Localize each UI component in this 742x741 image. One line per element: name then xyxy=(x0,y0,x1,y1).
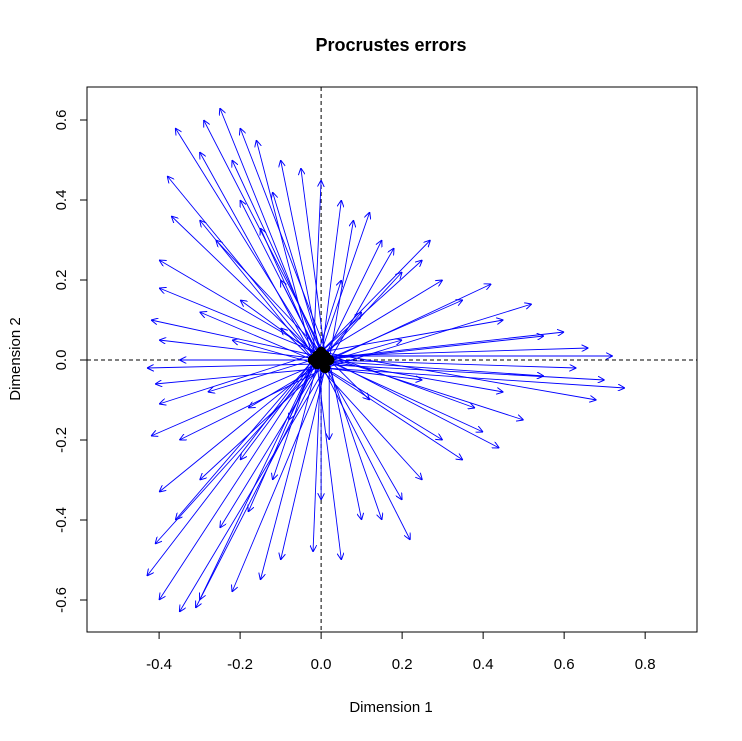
error-arrow xyxy=(316,300,463,365)
error-arrow xyxy=(159,340,330,361)
error-arrow xyxy=(325,304,532,369)
error-arrow xyxy=(316,280,341,357)
y-axis-label: Dimension 2 xyxy=(7,317,24,400)
error-arrow xyxy=(328,220,353,361)
error-arrow xyxy=(313,351,322,552)
x-tick-label: 0.8 xyxy=(635,656,656,673)
target-point xyxy=(312,359,323,369)
error-arrow xyxy=(196,355,326,608)
error-arrow xyxy=(316,212,370,365)
error-arrow xyxy=(232,160,322,353)
error-arrow xyxy=(256,140,314,361)
error-arrow xyxy=(240,300,318,357)
x-tick-label: 0.0 xyxy=(311,656,332,673)
error-arrow xyxy=(260,228,318,357)
error-arrow xyxy=(159,351,322,404)
error-arrow xyxy=(159,288,326,357)
error-arrow xyxy=(312,359,422,480)
error-arrow xyxy=(324,248,394,369)
error-arrow xyxy=(329,359,576,368)
error-arrow xyxy=(320,260,422,353)
error-arrow xyxy=(151,363,318,436)
error-arrow xyxy=(147,363,318,368)
error-arrow xyxy=(208,355,326,392)
error-arrow xyxy=(260,363,318,580)
x-tick-label: 0.2 xyxy=(392,656,413,673)
error-arrow xyxy=(175,128,318,357)
error-arrow xyxy=(321,351,596,400)
error-arrow xyxy=(155,359,322,544)
error-arrow xyxy=(281,367,326,560)
error-arrow xyxy=(301,168,326,357)
error-arrow xyxy=(220,355,326,528)
error-arrow xyxy=(175,359,314,520)
error-arrow xyxy=(171,216,318,357)
error-arrow xyxy=(273,359,314,480)
error-arrow xyxy=(325,355,523,420)
error-arrow xyxy=(200,152,318,365)
error-arrow xyxy=(324,367,442,440)
error-arrow xyxy=(321,359,503,392)
error-arrow xyxy=(316,280,443,357)
plot-area xyxy=(87,87,697,632)
x-axis-label: Dimension 1 xyxy=(349,699,432,716)
x-tick-label: -0.2 xyxy=(227,656,253,673)
error-arrow xyxy=(281,328,314,361)
target-point xyxy=(312,351,323,361)
error-arrow xyxy=(232,340,318,365)
error-arrow xyxy=(329,359,499,448)
x-tick-label: -0.4 xyxy=(146,656,172,673)
error-arrow xyxy=(312,240,430,361)
y-tick-label: 0.4 xyxy=(53,190,70,211)
error-arrow xyxy=(317,363,605,380)
y-tick-label: -0.6 xyxy=(53,587,70,613)
error-arrow xyxy=(159,351,322,600)
y-tick-label: -0.4 xyxy=(53,507,70,533)
error-arrow xyxy=(273,192,322,353)
y-tick-label: 0.0 xyxy=(53,350,70,371)
error-arrow xyxy=(316,355,410,540)
error-arrow xyxy=(216,240,326,357)
error-arrow xyxy=(220,108,322,361)
error-arrow xyxy=(316,355,483,432)
y-tick-label: -0.2 xyxy=(53,427,70,453)
error-arrow xyxy=(324,240,382,357)
error-arrow xyxy=(159,359,322,492)
y-tick-label: 0.6 xyxy=(53,110,70,131)
error-arrow xyxy=(324,355,382,520)
error-arrow xyxy=(320,351,475,408)
target-point xyxy=(320,363,331,373)
error-arrow xyxy=(147,359,314,576)
error-arrow xyxy=(155,367,326,384)
error-arrow xyxy=(325,367,422,380)
error-arrow xyxy=(200,355,318,600)
error-arrow xyxy=(329,284,491,361)
error-arrow xyxy=(312,359,544,376)
x-tick-label: 0.4 xyxy=(473,656,494,673)
error-arrow xyxy=(232,359,330,592)
error-arrow xyxy=(200,312,314,361)
target-point xyxy=(324,355,335,365)
error-arrow xyxy=(316,363,463,460)
chart-title: Procrustes errors xyxy=(315,35,466,55)
y-tick-label: 0.2 xyxy=(53,270,70,291)
error-arrow xyxy=(321,320,503,353)
error-arrow xyxy=(159,260,330,361)
x-tick-label: 0.6 xyxy=(554,656,575,673)
error-arrow xyxy=(328,359,361,520)
error-arrow xyxy=(312,180,321,361)
error-arrow xyxy=(325,348,588,357)
